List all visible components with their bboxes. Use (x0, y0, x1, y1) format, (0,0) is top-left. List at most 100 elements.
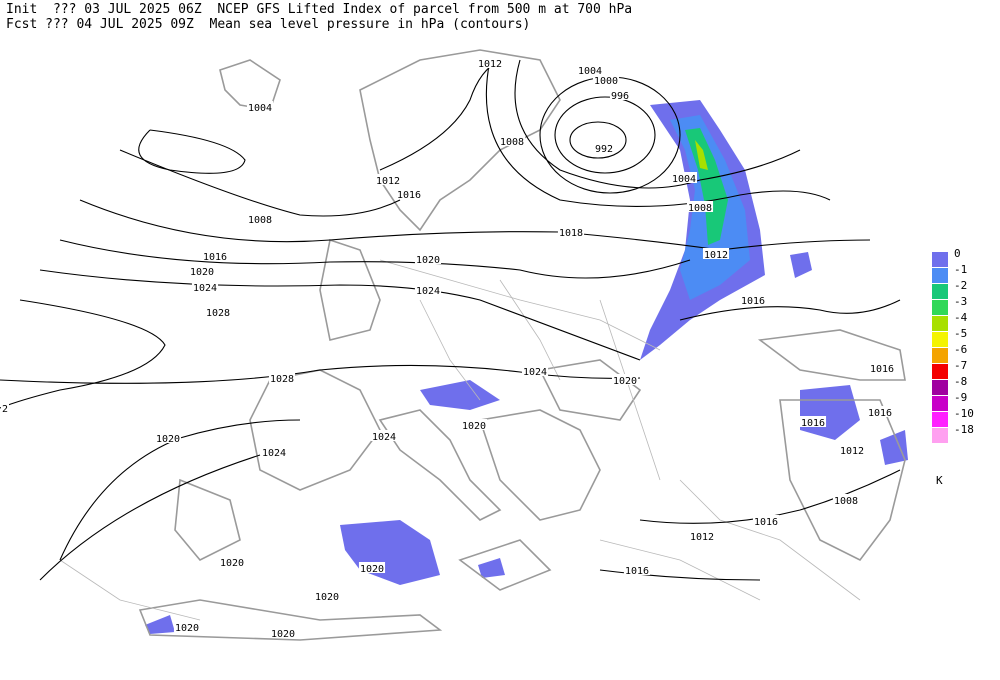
isobar (514, 59, 801, 189)
contour-label: 1012 (376, 176, 400, 187)
contour-label: 1020 (360, 564, 384, 575)
contour-label: 1024 (372, 432, 396, 443)
contour-label: 1020 (156, 434, 180, 445)
label-background (866, 406, 894, 417)
label-background (670, 172, 698, 183)
legend-swatch (932, 316, 948, 331)
contour-label: 1020 (613, 376, 637, 387)
label-background (414, 253, 442, 264)
contour-label: 1020 (175, 623, 199, 634)
isobar (554, 96, 656, 174)
label-background (832, 494, 860, 505)
isobar (39, 269, 641, 361)
contour-label: 1008 (500, 137, 524, 148)
legend-label: -3 (954, 295, 967, 308)
label-background (460, 419, 488, 430)
label-background (0, 402, 10, 413)
label-background (476, 57, 504, 68)
label-background (868, 362, 896, 373)
border (499, 279, 561, 381)
label-background (752, 515, 780, 526)
isobar (639, 469, 901, 524)
contour-label: 1004 (578, 66, 602, 77)
border (419, 299, 481, 401)
contour-label: 1020 (462, 421, 486, 432)
isobar (485, 59, 831, 207)
coastline (174, 478, 241, 561)
area (685, 128, 728, 245)
coastline (138, 599, 443, 641)
contour-label: 996 (611, 91, 629, 102)
isobar (379, 59, 501, 171)
area (145, 615, 175, 634)
contour-label: 1016 (801, 418, 825, 429)
contour-label: 1008 (834, 496, 858, 507)
legend-label: -9 (954, 391, 967, 404)
border (599, 299, 661, 481)
contour-label: 1016 (870, 364, 894, 375)
border (59, 559, 201, 621)
legend-swatch (932, 412, 948, 427)
contour-label: 1008 (688, 203, 712, 214)
legend-label: -2 (954, 279, 967, 292)
label-background (246, 213, 274, 224)
legend-swatch (932, 300, 948, 315)
contour-label: 1016 (741, 296, 765, 307)
coastline (458, 539, 552, 591)
isobar (0, 364, 641, 384)
label-background (395, 188, 423, 199)
header-line: Init ??? 03 JUL 2025 06Z NCEP GFS Lifted… (6, 2, 632, 17)
label-background (623, 564, 651, 575)
contour-label: 1016 (397, 190, 421, 201)
label-background (374, 174, 402, 185)
contour-label: 1020 (271, 629, 295, 640)
legend-swatch (932, 348, 948, 363)
label-background (414, 284, 442, 295)
legend-label: 0 (954, 247, 961, 260)
label-background (838, 444, 866, 455)
label-background (154, 432, 182, 443)
isobar (138, 129, 246, 174)
border (599, 539, 761, 601)
contour-label: 1024 (523, 367, 547, 378)
legend-label: -10 (954, 407, 974, 420)
label-background (191, 281, 219, 292)
label-background (799, 416, 827, 427)
area (695, 140, 708, 170)
contour-label: 1024 (193, 283, 217, 294)
contour-label: 1028 (270, 374, 294, 385)
isobar (0, 299, 166, 409)
label-background (557, 226, 585, 237)
border (679, 479, 861, 601)
area (420, 380, 500, 410)
label-background (313, 590, 341, 601)
contour-label: 1004 (672, 174, 696, 185)
label-background (173, 621, 201, 632)
coastline (378, 409, 502, 521)
label-background (260, 446, 288, 457)
label-background (592, 74, 620, 85)
contour-label: 1018 (559, 228, 583, 239)
coastline (757, 329, 906, 381)
label-background (201, 250, 229, 261)
legend-swatch (932, 364, 948, 379)
label-background (688, 530, 716, 541)
legend-label: -18 (954, 423, 974, 436)
label-background (269, 627, 297, 638)
label-background (370, 430, 398, 441)
isobar (79, 199, 871, 251)
label-background (268, 372, 296, 383)
contour-label: 1020 (315, 592, 339, 603)
area (790, 252, 812, 278)
legend-label: -7 (954, 359, 967, 372)
coastline (478, 409, 601, 521)
isobar (59, 239, 691, 279)
contour-label: 1020 (190, 267, 214, 278)
label-background (593, 142, 615, 153)
label-background (188, 265, 216, 276)
contour-labels: 1004101210041000996992100810041008101210… (0, 57, 896, 640)
legend-swatch (932, 284, 948, 299)
contour-label: 2 (2, 404, 8, 415)
legend-swatch (932, 396, 948, 411)
